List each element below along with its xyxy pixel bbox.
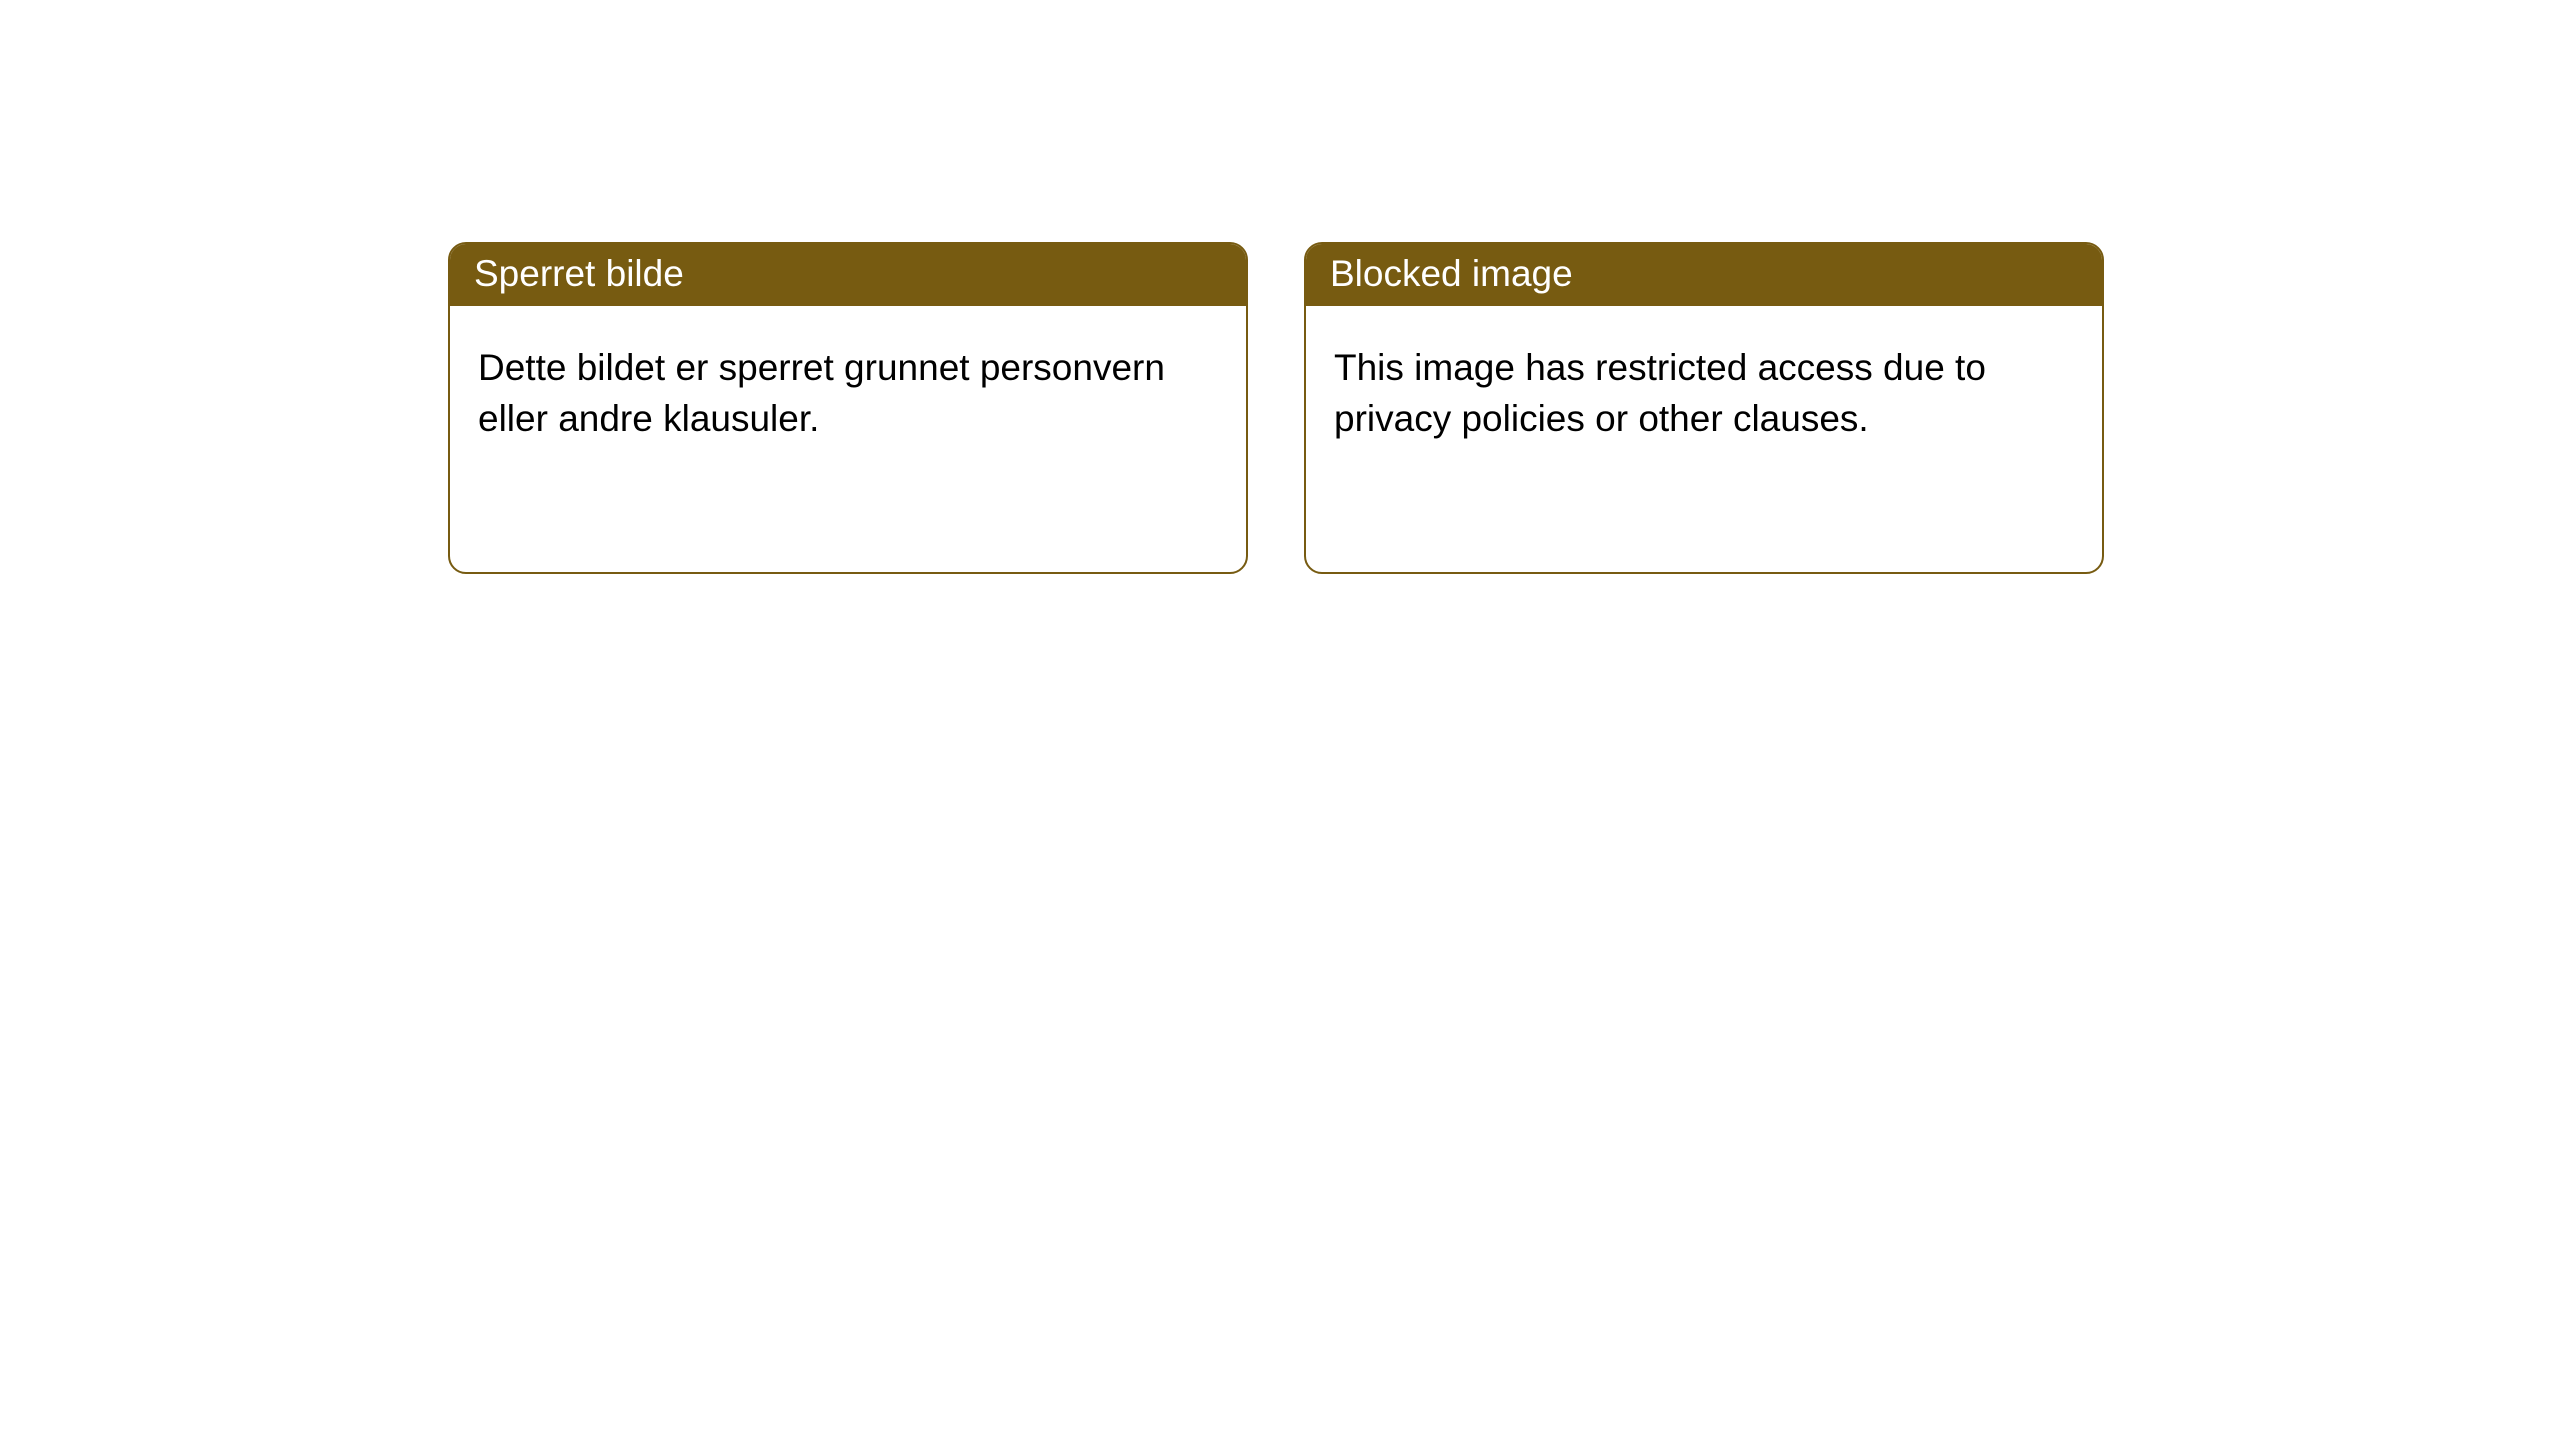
notice-cards-row: Sperret bilde Dette bildet er sperret gr… <box>0 0 2560 574</box>
card-body-en: This image has restricted access due to … <box>1306 306 2102 472</box>
card-title-no: Sperret bilde <box>450 244 1246 306</box>
card-body-no: Dette bildet er sperret grunnet personve… <box>450 306 1246 472</box>
blocked-image-card-en: Blocked image This image has restricted … <box>1304 242 2104 574</box>
blocked-image-card-no: Sperret bilde Dette bildet er sperret gr… <box>448 242 1248 574</box>
card-title-en: Blocked image <box>1306 244 2102 306</box>
